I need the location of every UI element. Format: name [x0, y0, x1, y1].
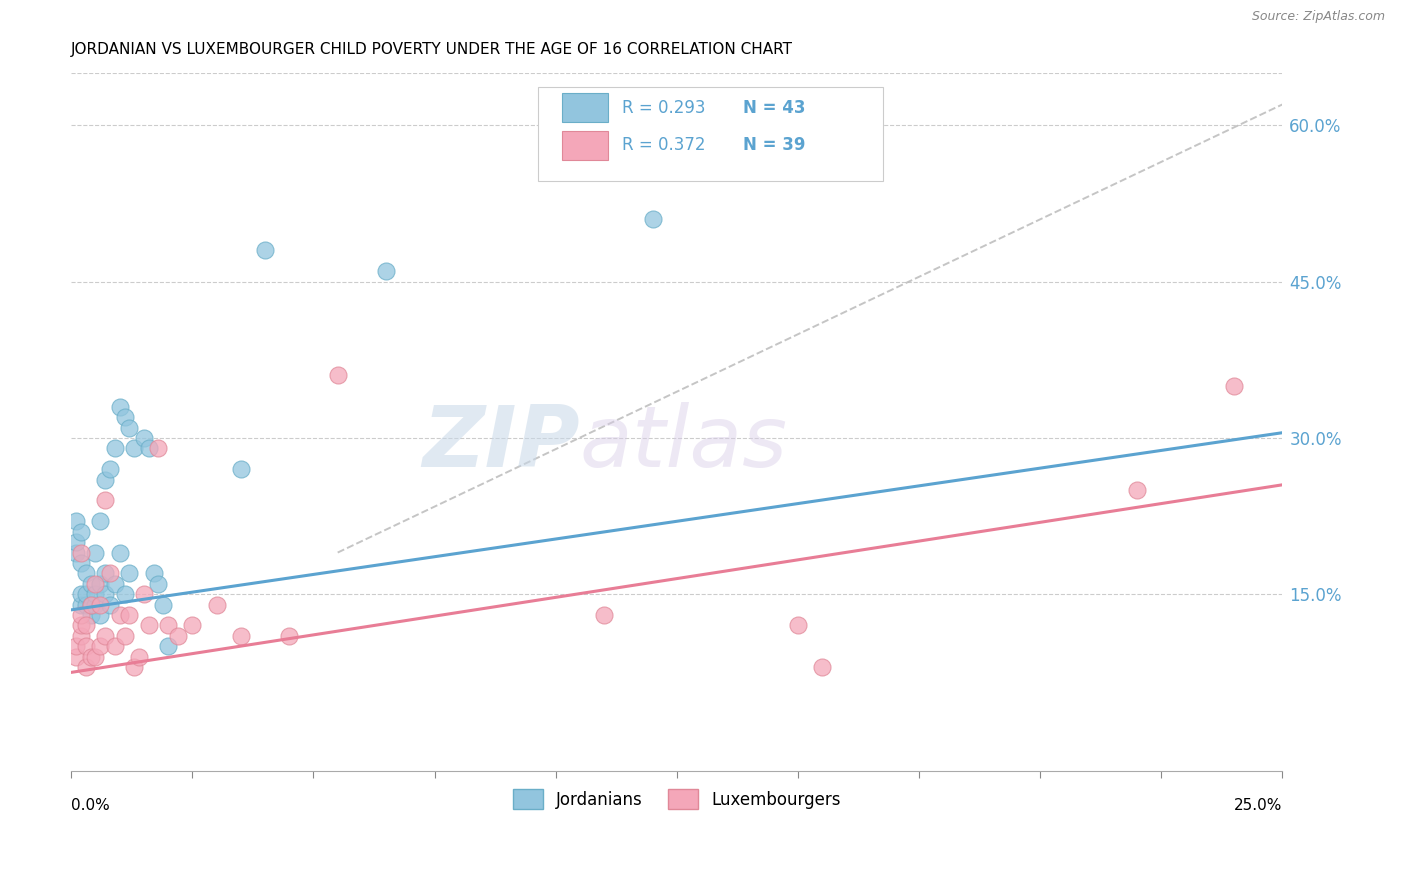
Point: [79, 608, 101, 623]
Point: [70, 545, 93, 559]
FancyBboxPatch shape: [562, 93, 607, 122]
Point: [108, 545, 131, 559]
Point: [132, 431, 155, 445]
Text: R = 0.293: R = 0.293: [623, 99, 706, 117]
Point: [70, 598, 93, 612]
Point: [84, 545, 107, 559]
Point: [122, 660, 145, 674]
Point: [89, 640, 111, 654]
Point: [75, 566, 97, 581]
Point: [65, 640, 87, 654]
Point: [79, 576, 101, 591]
Point: [89, 514, 111, 528]
Point: [326, 368, 349, 383]
Point: [70, 556, 93, 570]
Point: [152, 598, 174, 612]
Point: [70, 524, 93, 539]
Point: [70, 618, 93, 632]
Point: [108, 400, 131, 414]
Point: [79, 649, 101, 664]
Point: [148, 576, 170, 591]
Point: [375, 264, 398, 278]
Point: [84, 576, 107, 591]
Point: [94, 473, 117, 487]
Point: [65, 545, 87, 559]
Point: [94, 587, 117, 601]
Point: [94, 493, 117, 508]
Point: [166, 629, 188, 643]
Point: [148, 442, 170, 456]
Point: [118, 566, 141, 581]
FancyBboxPatch shape: [537, 87, 883, 181]
Text: JORDANIAN VS LUXEMBOURGER CHILD POVERTY UNDER THE AGE OF 16 CORRELATION CHART: JORDANIAN VS LUXEMBOURGER CHILD POVERTY …: [72, 42, 793, 57]
Point: [98, 566, 121, 581]
Point: [70, 629, 93, 643]
FancyBboxPatch shape: [562, 130, 607, 160]
Text: Source: ZipAtlas.com: Source: ZipAtlas.com: [1251, 10, 1385, 22]
Point: [1223, 379, 1246, 393]
Point: [157, 618, 180, 632]
Point: [79, 598, 101, 612]
Text: 25.0%: 25.0%: [1234, 797, 1282, 813]
Point: [104, 640, 127, 654]
Point: [132, 587, 155, 601]
Point: [229, 629, 252, 643]
Point: [118, 608, 141, 623]
Point: [89, 576, 111, 591]
Point: [278, 629, 301, 643]
Point: [114, 629, 136, 643]
Text: R = 0.372: R = 0.372: [623, 136, 706, 154]
Point: [114, 587, 136, 601]
Point: [70, 587, 93, 601]
Point: [593, 608, 616, 623]
Point: [65, 535, 87, 549]
Point: [75, 587, 97, 601]
Point: [89, 608, 111, 623]
Point: [122, 442, 145, 456]
Point: [75, 598, 97, 612]
Point: [84, 598, 107, 612]
Point: [65, 649, 87, 664]
Point: [70, 608, 93, 623]
Point: [75, 660, 97, 674]
Text: N = 43: N = 43: [744, 99, 806, 117]
Point: [79, 598, 101, 612]
Point: [253, 244, 276, 258]
Text: N = 39: N = 39: [744, 136, 806, 154]
Point: [786, 618, 808, 632]
Point: [128, 649, 150, 664]
Point: [84, 587, 107, 601]
Point: [104, 576, 127, 591]
Point: [138, 442, 160, 456]
Point: [89, 598, 111, 612]
Point: [811, 660, 834, 674]
Point: [98, 598, 121, 612]
Point: [94, 629, 117, 643]
Point: [118, 420, 141, 434]
Point: [229, 462, 252, 476]
Legend: Jordanians, Luxembourgers: Jordanians, Luxembourgers: [506, 783, 848, 815]
Point: [108, 608, 131, 623]
Point: [138, 618, 160, 632]
Point: [75, 618, 97, 632]
Point: [181, 618, 204, 632]
Text: atlas: atlas: [579, 401, 787, 484]
Point: [104, 442, 127, 456]
Point: [98, 462, 121, 476]
Point: [84, 649, 107, 664]
Point: [114, 410, 136, 425]
Text: ZIP: ZIP: [422, 401, 579, 484]
Text: 0.0%: 0.0%: [72, 797, 110, 813]
Point: [75, 640, 97, 654]
Point: [142, 566, 165, 581]
Point: [205, 598, 228, 612]
Point: [65, 514, 87, 528]
Point: [1126, 483, 1149, 497]
Point: [157, 640, 180, 654]
Point: [641, 212, 664, 227]
Point: [94, 566, 117, 581]
